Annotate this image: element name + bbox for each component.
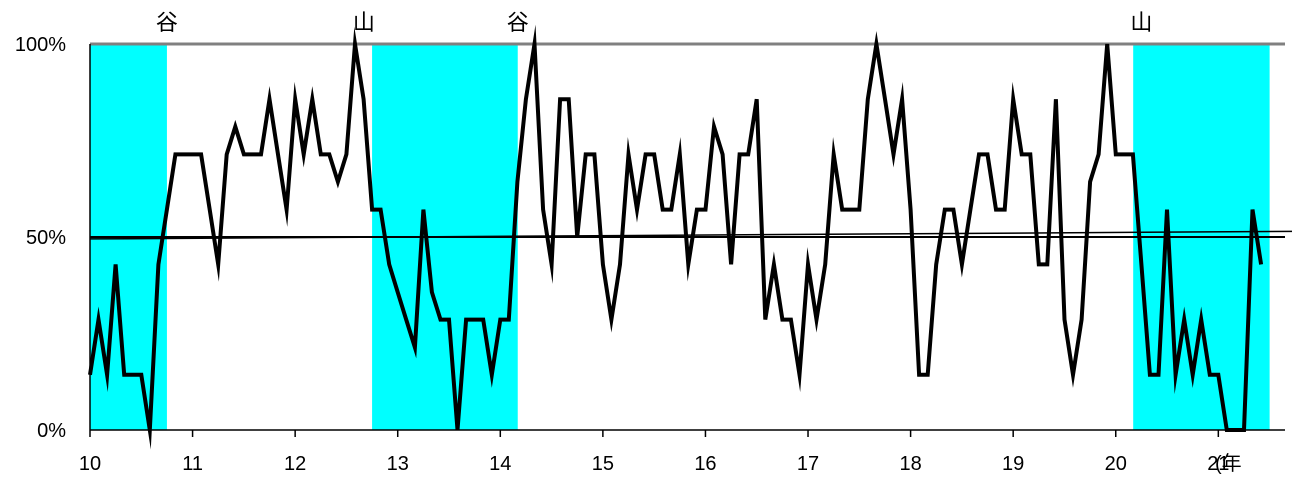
x-tick-label: 20	[1105, 453, 1127, 475]
x-tick-label: 12	[284, 453, 306, 475]
reference-lines	[89, 42, 1292, 240]
x-tick-label: 11	[182, 453, 203, 475]
x-unit-label: (年	[1215, 452, 1242, 475]
series-layer	[88, 24, 1264, 450]
turning-point-labels: 谷山谷山	[156, 11, 1152, 36]
x-tick-label: 19	[1002, 453, 1024, 475]
x-tick-labels: 10 11 12 13 14 15 16 17 18 19 20 21	[79, 453, 1230, 475]
axes	[89, 44, 1285, 437]
x-tick-label: 13	[387, 453, 409, 475]
x-tick-label: 17	[797, 453, 819, 475]
turning-point-label: 山	[1130, 11, 1152, 36]
series-line-1	[88, 24, 1264, 450]
x-tick-label: 18	[899, 453, 921, 475]
x-tick-label: 14	[489, 453, 511, 475]
x-tick-label: 15	[592, 453, 614, 475]
x-tick-label: 16	[694, 453, 716, 475]
y-tick-labels: 0% 50% 100%	[15, 34, 66, 442]
turning-point-label: 谷	[507, 11, 529, 36]
turning-point-label: 谷	[156, 11, 178, 36]
y-tick-label: 100%	[15, 34, 66, 56]
trend-line	[89, 230, 1292, 240]
x-tick-label: 21	[1207, 453, 1229, 475]
turning-point-label: 山	[353, 11, 375, 36]
y-tick-label: 0%	[37, 420, 66, 442]
y-tick-label: 50%	[26, 227, 66, 249]
x-tick-label: 10	[79, 453, 101, 475]
